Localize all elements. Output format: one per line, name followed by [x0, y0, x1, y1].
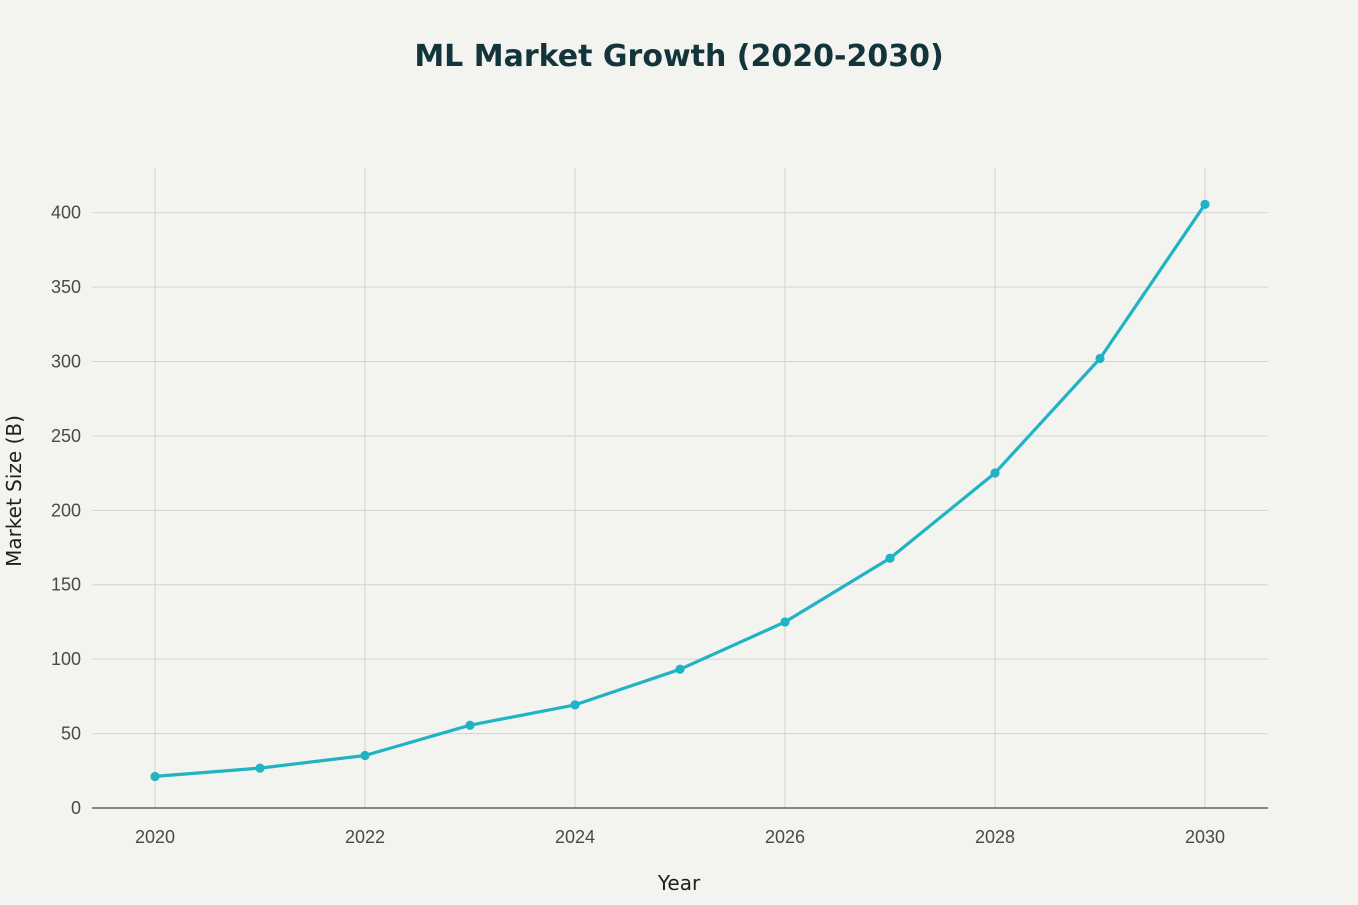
y-tick-label: 150 — [51, 575, 81, 595]
data-point[interactable] — [360, 750, 370, 761]
chart-title: ML Market Growth (2020-2030) — [414, 39, 943, 74]
y-axis-title: Market Size (B) — [2, 415, 26, 567]
x-tick-label: 2020 — [135, 827, 175, 847]
series-layer — [150, 199, 1210, 782]
x-tick-label: 2024 — [555, 827, 595, 847]
y-tick-label: 100 — [51, 649, 81, 669]
data-point[interactable] — [675, 664, 685, 674]
data-point[interactable] — [1095, 353, 1105, 364]
x-tick-label: 2030 — [1185, 827, 1225, 847]
y-tick-label: 350 — [51, 277, 81, 297]
y-tick-label: 300 — [51, 351, 81, 371]
axis-layer: 2020 2022 2024 2026 2028 2030 0 50 100 150 200 250 3… — [51, 203, 1268, 847]
data-point[interactable] — [885, 553, 895, 563]
series-line — [153, 202, 1207, 779]
y-tick-label: 0 — [71, 798, 81, 818]
data-point[interactable] — [465, 720, 475, 730]
y-tick-label: 200 — [51, 500, 81, 520]
y-tick-label: 50 — [61, 724, 81, 744]
data-point[interactable] — [255, 763, 265, 773]
x-tick-label: 2022 — [345, 827, 385, 847]
y-tick-label: 400 — [51, 203, 81, 223]
y-tick-label: 250 — [51, 426, 81, 446]
x-axis-title: Year — [657, 871, 701, 895]
x-tick-label: 2028 — [975, 827, 1015, 847]
data-point[interactable] — [150, 771, 160, 782]
data-point[interactable] — [1200, 199, 1210, 209]
x-tick-label: 2026 — [765, 827, 805, 847]
data-point[interactable] — [780, 617, 790, 627]
grid-layer — [92, 168, 1268, 808]
data-point[interactable] — [570, 700, 580, 710]
data-point[interactable] — [990, 468, 1000, 478]
